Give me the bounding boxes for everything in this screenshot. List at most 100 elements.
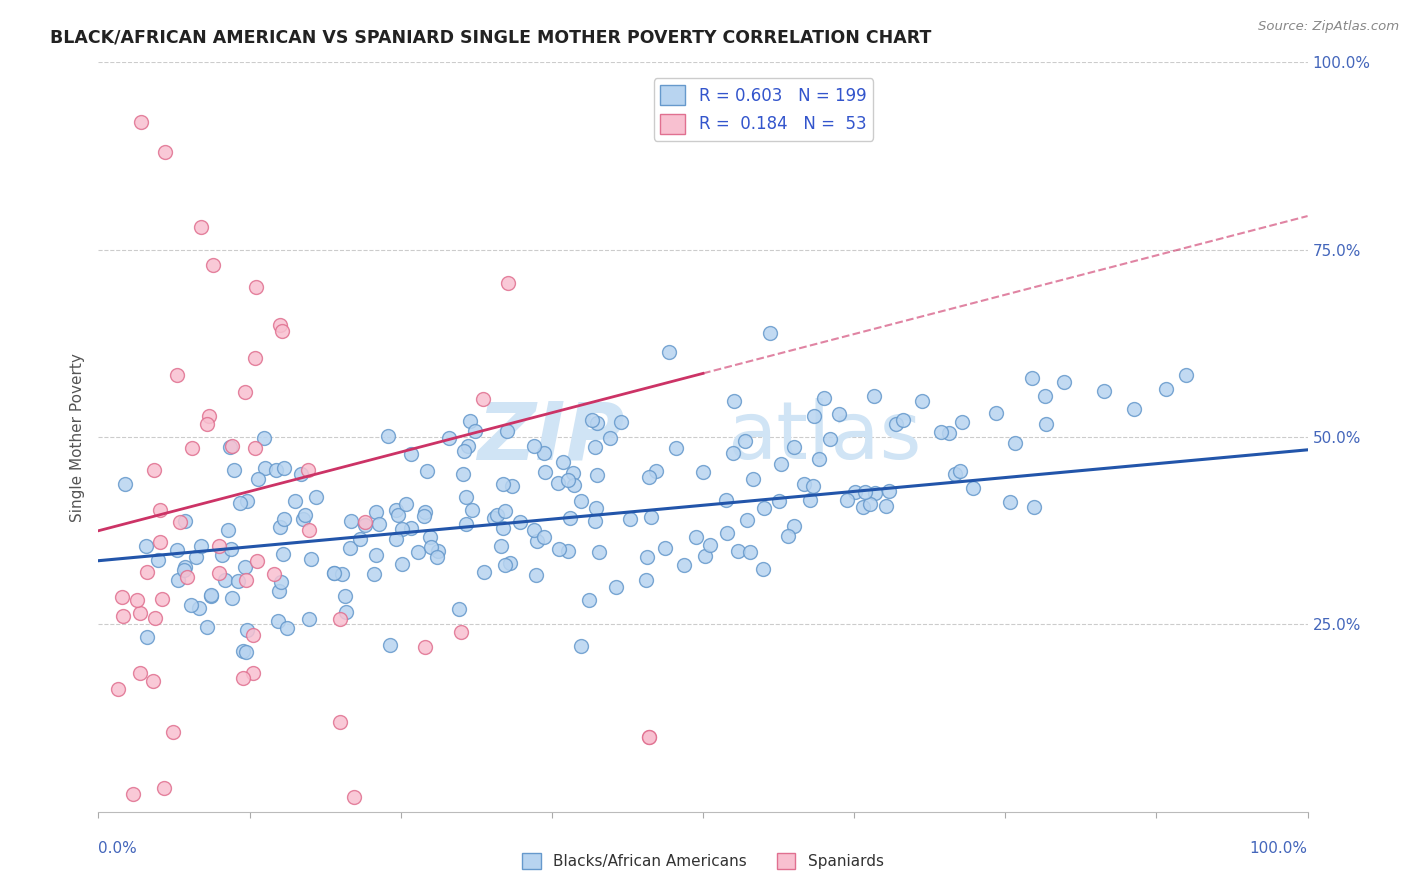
Point bbox=[783, 441, 806, 455]
Point bbox=[734, 434, 756, 448]
Point bbox=[891, 413, 914, 427]
Point bbox=[943, 467, 966, 481]
Point bbox=[385, 503, 408, 517]
Point bbox=[754, 501, 776, 516]
Point bbox=[273, 461, 295, 475]
Point bbox=[180, 598, 202, 612]
Point bbox=[167, 573, 190, 587]
Point bbox=[460, 414, 482, 428]
Point bbox=[558, 511, 581, 525]
Point bbox=[950, 415, 973, 429]
Point bbox=[588, 545, 610, 559]
Y-axis label: Single Mother Poverty: Single Mother Poverty bbox=[69, 352, 84, 522]
Point bbox=[494, 558, 516, 572]
Point bbox=[142, 673, 165, 688]
Point bbox=[264, 463, 287, 477]
Point bbox=[387, 508, 409, 523]
Point bbox=[1175, 368, 1198, 382]
Point bbox=[211, 549, 233, 563]
Point bbox=[298, 611, 321, 625]
Point bbox=[569, 493, 592, 508]
Point bbox=[938, 426, 960, 441]
Point bbox=[693, 549, 716, 564]
Point bbox=[863, 389, 886, 403]
Point bbox=[412, 508, 434, 523]
Point bbox=[226, 574, 249, 589]
Point bbox=[547, 475, 569, 490]
Point bbox=[742, 472, 765, 486]
Point bbox=[267, 614, 290, 628]
Point bbox=[221, 439, 243, 453]
Point bbox=[852, 500, 875, 515]
Text: Source: ZipAtlas.com: Source: ZipAtlas.com bbox=[1258, 20, 1399, 33]
Point bbox=[586, 468, 609, 483]
Point bbox=[219, 441, 242, 455]
Point bbox=[472, 566, 495, 580]
Point bbox=[136, 630, 159, 644]
Point bbox=[267, 583, 290, 598]
Point bbox=[644, 464, 666, 478]
Point bbox=[491, 477, 513, 491]
Point bbox=[453, 444, 475, 458]
Point bbox=[340, 514, 363, 528]
Text: atlas: atlas bbox=[727, 398, 921, 476]
Point bbox=[269, 318, 291, 332]
Point bbox=[499, 556, 522, 570]
Point bbox=[1053, 376, 1076, 390]
Point bbox=[232, 643, 254, 657]
Point bbox=[184, 549, 207, 564]
Point bbox=[793, 477, 815, 491]
Point bbox=[270, 324, 292, 338]
Point bbox=[253, 461, 276, 475]
Point bbox=[828, 407, 851, 421]
Point bbox=[586, 416, 609, 430]
Point bbox=[413, 640, 436, 654]
Point bbox=[673, 558, 696, 572]
Point bbox=[911, 394, 934, 409]
Point bbox=[557, 543, 579, 558]
Point bbox=[949, 464, 972, 478]
Point bbox=[533, 530, 555, 544]
Point bbox=[685, 530, 707, 544]
Point bbox=[263, 566, 285, 581]
Point bbox=[378, 638, 401, 652]
Point bbox=[399, 447, 422, 461]
Point bbox=[406, 544, 429, 558]
Point bbox=[533, 465, 555, 479]
Point bbox=[246, 554, 269, 568]
Point bbox=[136, 565, 159, 579]
Point bbox=[143, 463, 166, 477]
Point bbox=[523, 523, 546, 537]
Point bbox=[128, 666, 150, 681]
Point bbox=[759, 326, 782, 340]
Point bbox=[456, 490, 478, 504]
Point bbox=[524, 568, 547, 582]
Legend: Blacks/African Americans, Spaniards: Blacks/African Americans, Spaniards bbox=[516, 847, 890, 875]
Point bbox=[305, 490, 328, 504]
Point bbox=[1035, 417, 1057, 431]
Point bbox=[801, 478, 824, 492]
Point bbox=[489, 539, 512, 553]
Point bbox=[449, 602, 471, 616]
Point bbox=[366, 548, 388, 562]
Point bbox=[290, 467, 312, 482]
Point bbox=[236, 494, 259, 508]
Point bbox=[269, 519, 291, 533]
Point bbox=[962, 482, 984, 496]
Point bbox=[391, 522, 413, 536]
Point bbox=[551, 455, 574, 469]
Point bbox=[252, 432, 274, 446]
Point bbox=[426, 544, 449, 558]
Point bbox=[153, 145, 176, 160]
Point bbox=[111, 591, 134, 605]
Point bbox=[166, 368, 188, 382]
Point bbox=[229, 496, 252, 510]
Point bbox=[464, 424, 486, 438]
Point bbox=[294, 508, 316, 522]
Point bbox=[665, 441, 688, 455]
Point bbox=[235, 623, 257, 637]
Point bbox=[1022, 500, 1045, 514]
Point bbox=[329, 612, 352, 626]
Point bbox=[714, 493, 737, 508]
Point bbox=[208, 566, 231, 580]
